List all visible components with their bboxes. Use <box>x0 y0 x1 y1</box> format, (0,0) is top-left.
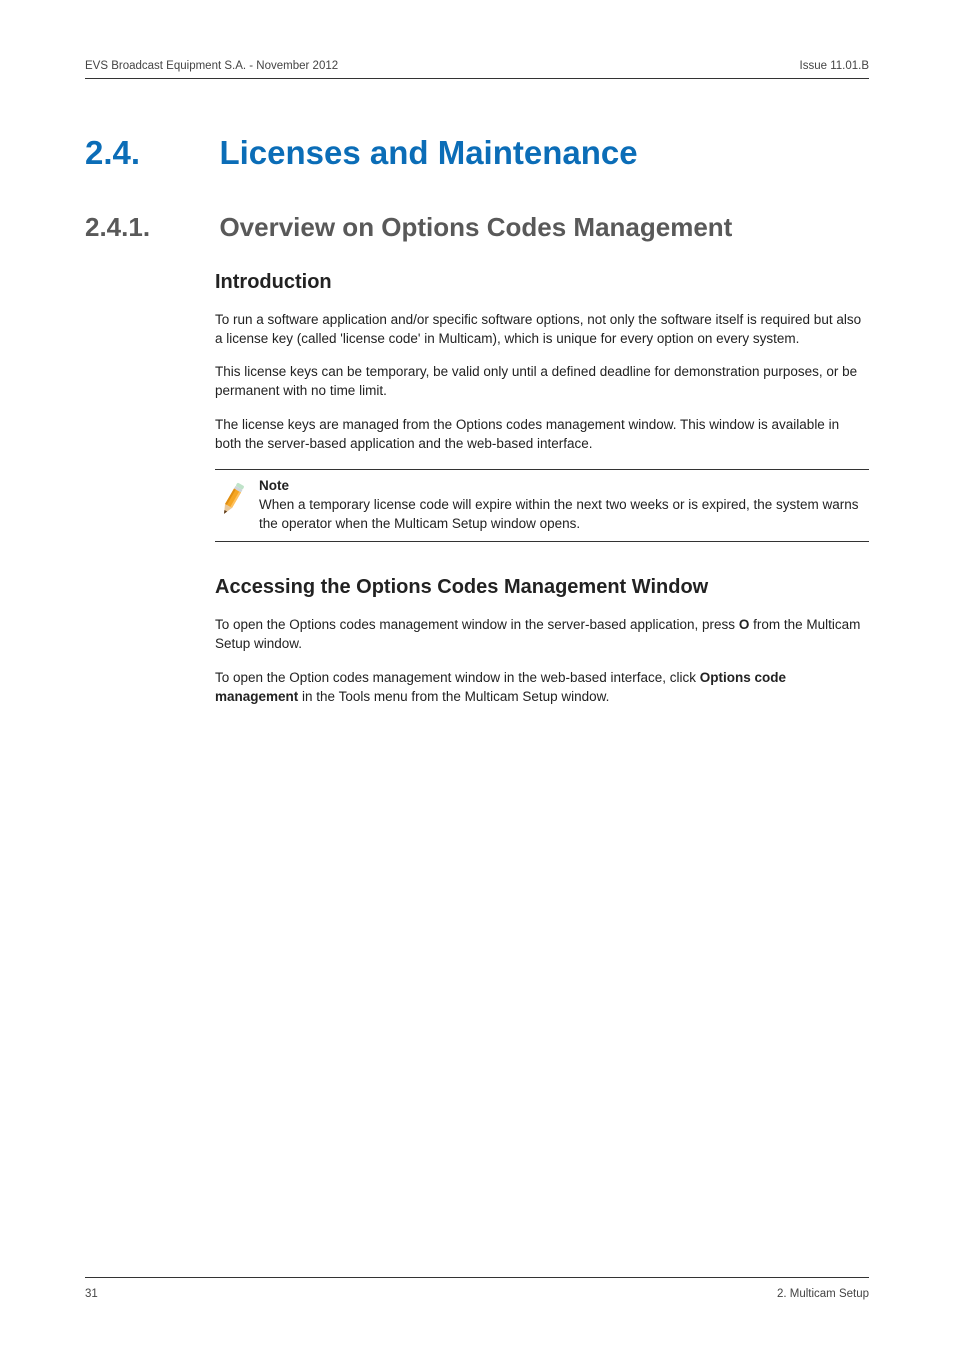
page-number: 31 <box>85 1288 98 1300</box>
section-heading: 2.4. Licenses and Maintenance <box>85 134 869 172</box>
text-span: To open the Options codes management win… <box>215 617 739 632</box>
accessing-heading: Accessing the Options Codes Management W… <box>215 576 869 599</box>
intro-paragraph-3: The license keys are managed from the Op… <box>215 415 869 453</box>
text-span: To open the Option codes management wind… <box>215 670 700 685</box>
key-o: O <box>739 617 750 632</box>
note-title: Note <box>259 478 869 493</box>
footer-chapter: 2. Multicam Setup <box>777 1288 869 1300</box>
note-box: Note When a temporary license code will … <box>215 469 869 542</box>
accessing-paragraph-1: To open the Options codes management win… <box>215 615 869 653</box>
header-left: EVS Broadcast Equipment S.A. - November … <box>85 60 338 72</box>
accessing-paragraph-2: To open the Option codes management wind… <box>215 668 869 706</box>
intro-paragraph-1: To run a software application and/or spe… <box>215 310 869 348</box>
subsection-number: 2.4.1. <box>85 212 215 243</box>
subsection-heading: 2.4.1. Overview on Options Codes Managem… <box>85 212 869 243</box>
intro-heading: Introduction <box>215 271 869 294</box>
text-span: in the Tools menu from the Multicam Setu… <box>298 689 609 704</box>
section-title: Licenses and Maintenance <box>219 134 637 172</box>
page-footer: 31 2. Multicam Setup <box>85 1277 869 1300</box>
section-number: 2.4. <box>85 134 215 172</box>
note-text: When a temporary license code will expir… <box>259 495 869 533</box>
intro-paragraph-2: This license keys can be temporary, be v… <box>215 362 869 400</box>
pencil-icon <box>215 478 259 525</box>
page-header: EVS Broadcast Equipment S.A. - November … <box>85 60 869 79</box>
header-right: Issue 11.01.B <box>800 60 869 72</box>
subsection-title: Overview on Options Codes Management <box>219 212 732 243</box>
